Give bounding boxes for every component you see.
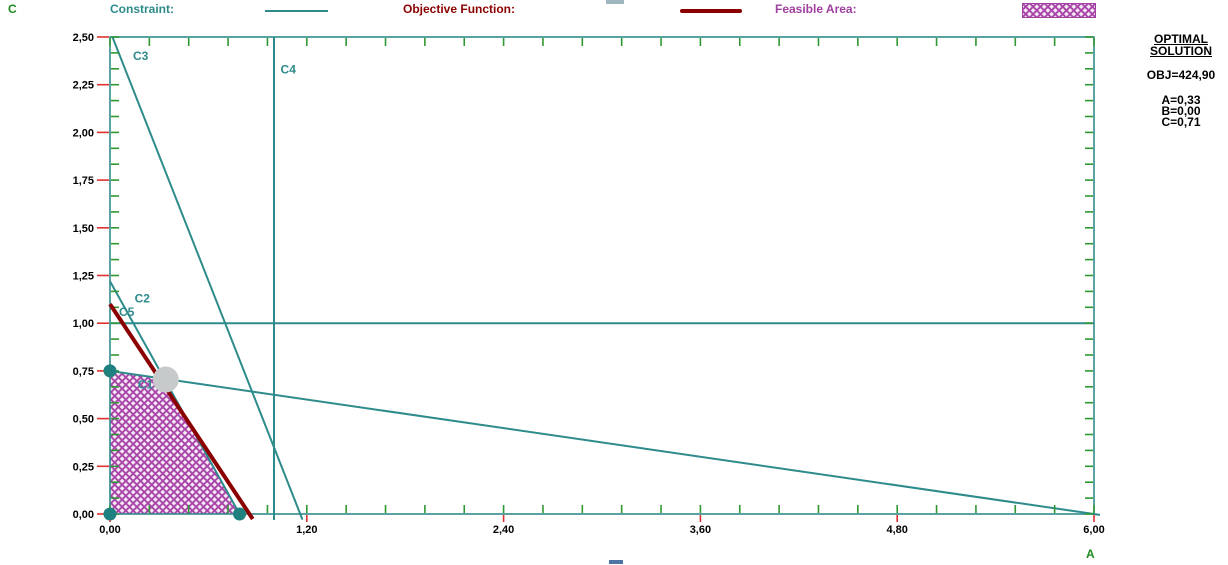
x-axis-title: A — [1086, 547, 1095, 561]
y-axis-tick-label: 1,75 — [73, 175, 94, 187]
y-axis-tick-label: 1,00 — [73, 318, 94, 330]
objective-line — [108, 303, 255, 521]
scrollbar-thumb-bottom[interactable] — [609, 560, 623, 564]
constraint-label-c2: C2 — [135, 291, 151, 305]
feasible-area-swatch — [1022, 3, 1096, 18]
feasible-region — [110, 370, 240, 514]
variable-values: A=0,33 B=0,00 C=0,71 — [1134, 93, 1228, 129]
x-axis-tick-label: 3,60 — [690, 524, 711, 536]
y-axis-tick-label: 0,25 — [73, 461, 94, 473]
constraint-label-c4: C4 — [281, 62, 297, 76]
scrollbar-thumb-top[interactable] — [606, 0, 624, 4]
x-axis-tick-label: 2,40 — [493, 524, 514, 536]
y-axis-tick-label: 2,00 — [73, 127, 94, 139]
plot-border — [109, 36, 1095, 515]
y-axis-tick-label: 2,50 — [73, 32, 94, 44]
y-axis-tick-label: 2,25 — [73, 80, 94, 92]
x-axis-tick-label: 1,20 — [296, 524, 317, 536]
y-axis-tick-label: 1,25 — [73, 271, 94, 283]
solution-title-line2: SOLUTION — [1150, 44, 1212, 58]
optimal-solution-panel: OPTIMAL SOLUTION OBJ=424,90 A=0,33 B=0,0… — [1134, 33, 1228, 128]
constraint-line-c3 — [111, 36, 304, 520]
constraint-line-c1 — [109, 369, 1101, 516]
y-axis-tick-label: 0,75 — [73, 366, 94, 378]
variable-value-c: C=0,71 — [1161, 115, 1201, 129]
legend-constraint-label: Constraint: — [110, 2, 174, 16]
optimal-point-marker — [152, 366, 179, 393]
y-axis-tick-label: 0,50 — [73, 414, 94, 426]
x-axis-tick-label: 0,00 — [99, 524, 120, 536]
constraint-label-c5: C5 — [119, 305, 135, 319]
variable-value-a: A=0,33 — [1161, 93, 1201, 107]
corner-point — [233, 507, 247, 521]
corner-point — [103, 364, 117, 378]
legend-objective-label: Objective Function: — [403, 2, 516, 16]
y-axis-tick-label: 0,00 — [73, 509, 94, 521]
constraint-swatch-line — [265, 10, 328, 12]
x-axis-tick-label: 4,80 — [886, 524, 907, 536]
variable-value-b: B=0,00 — [1161, 104, 1201, 118]
solution-title-line1: OPTIMAL — [1154, 32, 1208, 46]
y-axis-tick-label: 1,50 — [73, 223, 94, 235]
y-axis-title: C — [8, 2, 17, 16]
legend-feasible-label: Feasible Area: — [775, 2, 857, 16]
x-axis-tick-label: 6,00 — [1083, 524, 1104, 536]
constraint-label-c3: C3 — [133, 49, 149, 63]
constraint-label-c1: C1 — [138, 377, 154, 391]
constraint-line-c2 — [109, 280, 244, 520]
objective-value: OBJ=424,90 — [1146, 68, 1216, 82]
objective-swatch-line — [680, 9, 742, 13]
corner-point — [103, 507, 117, 521]
